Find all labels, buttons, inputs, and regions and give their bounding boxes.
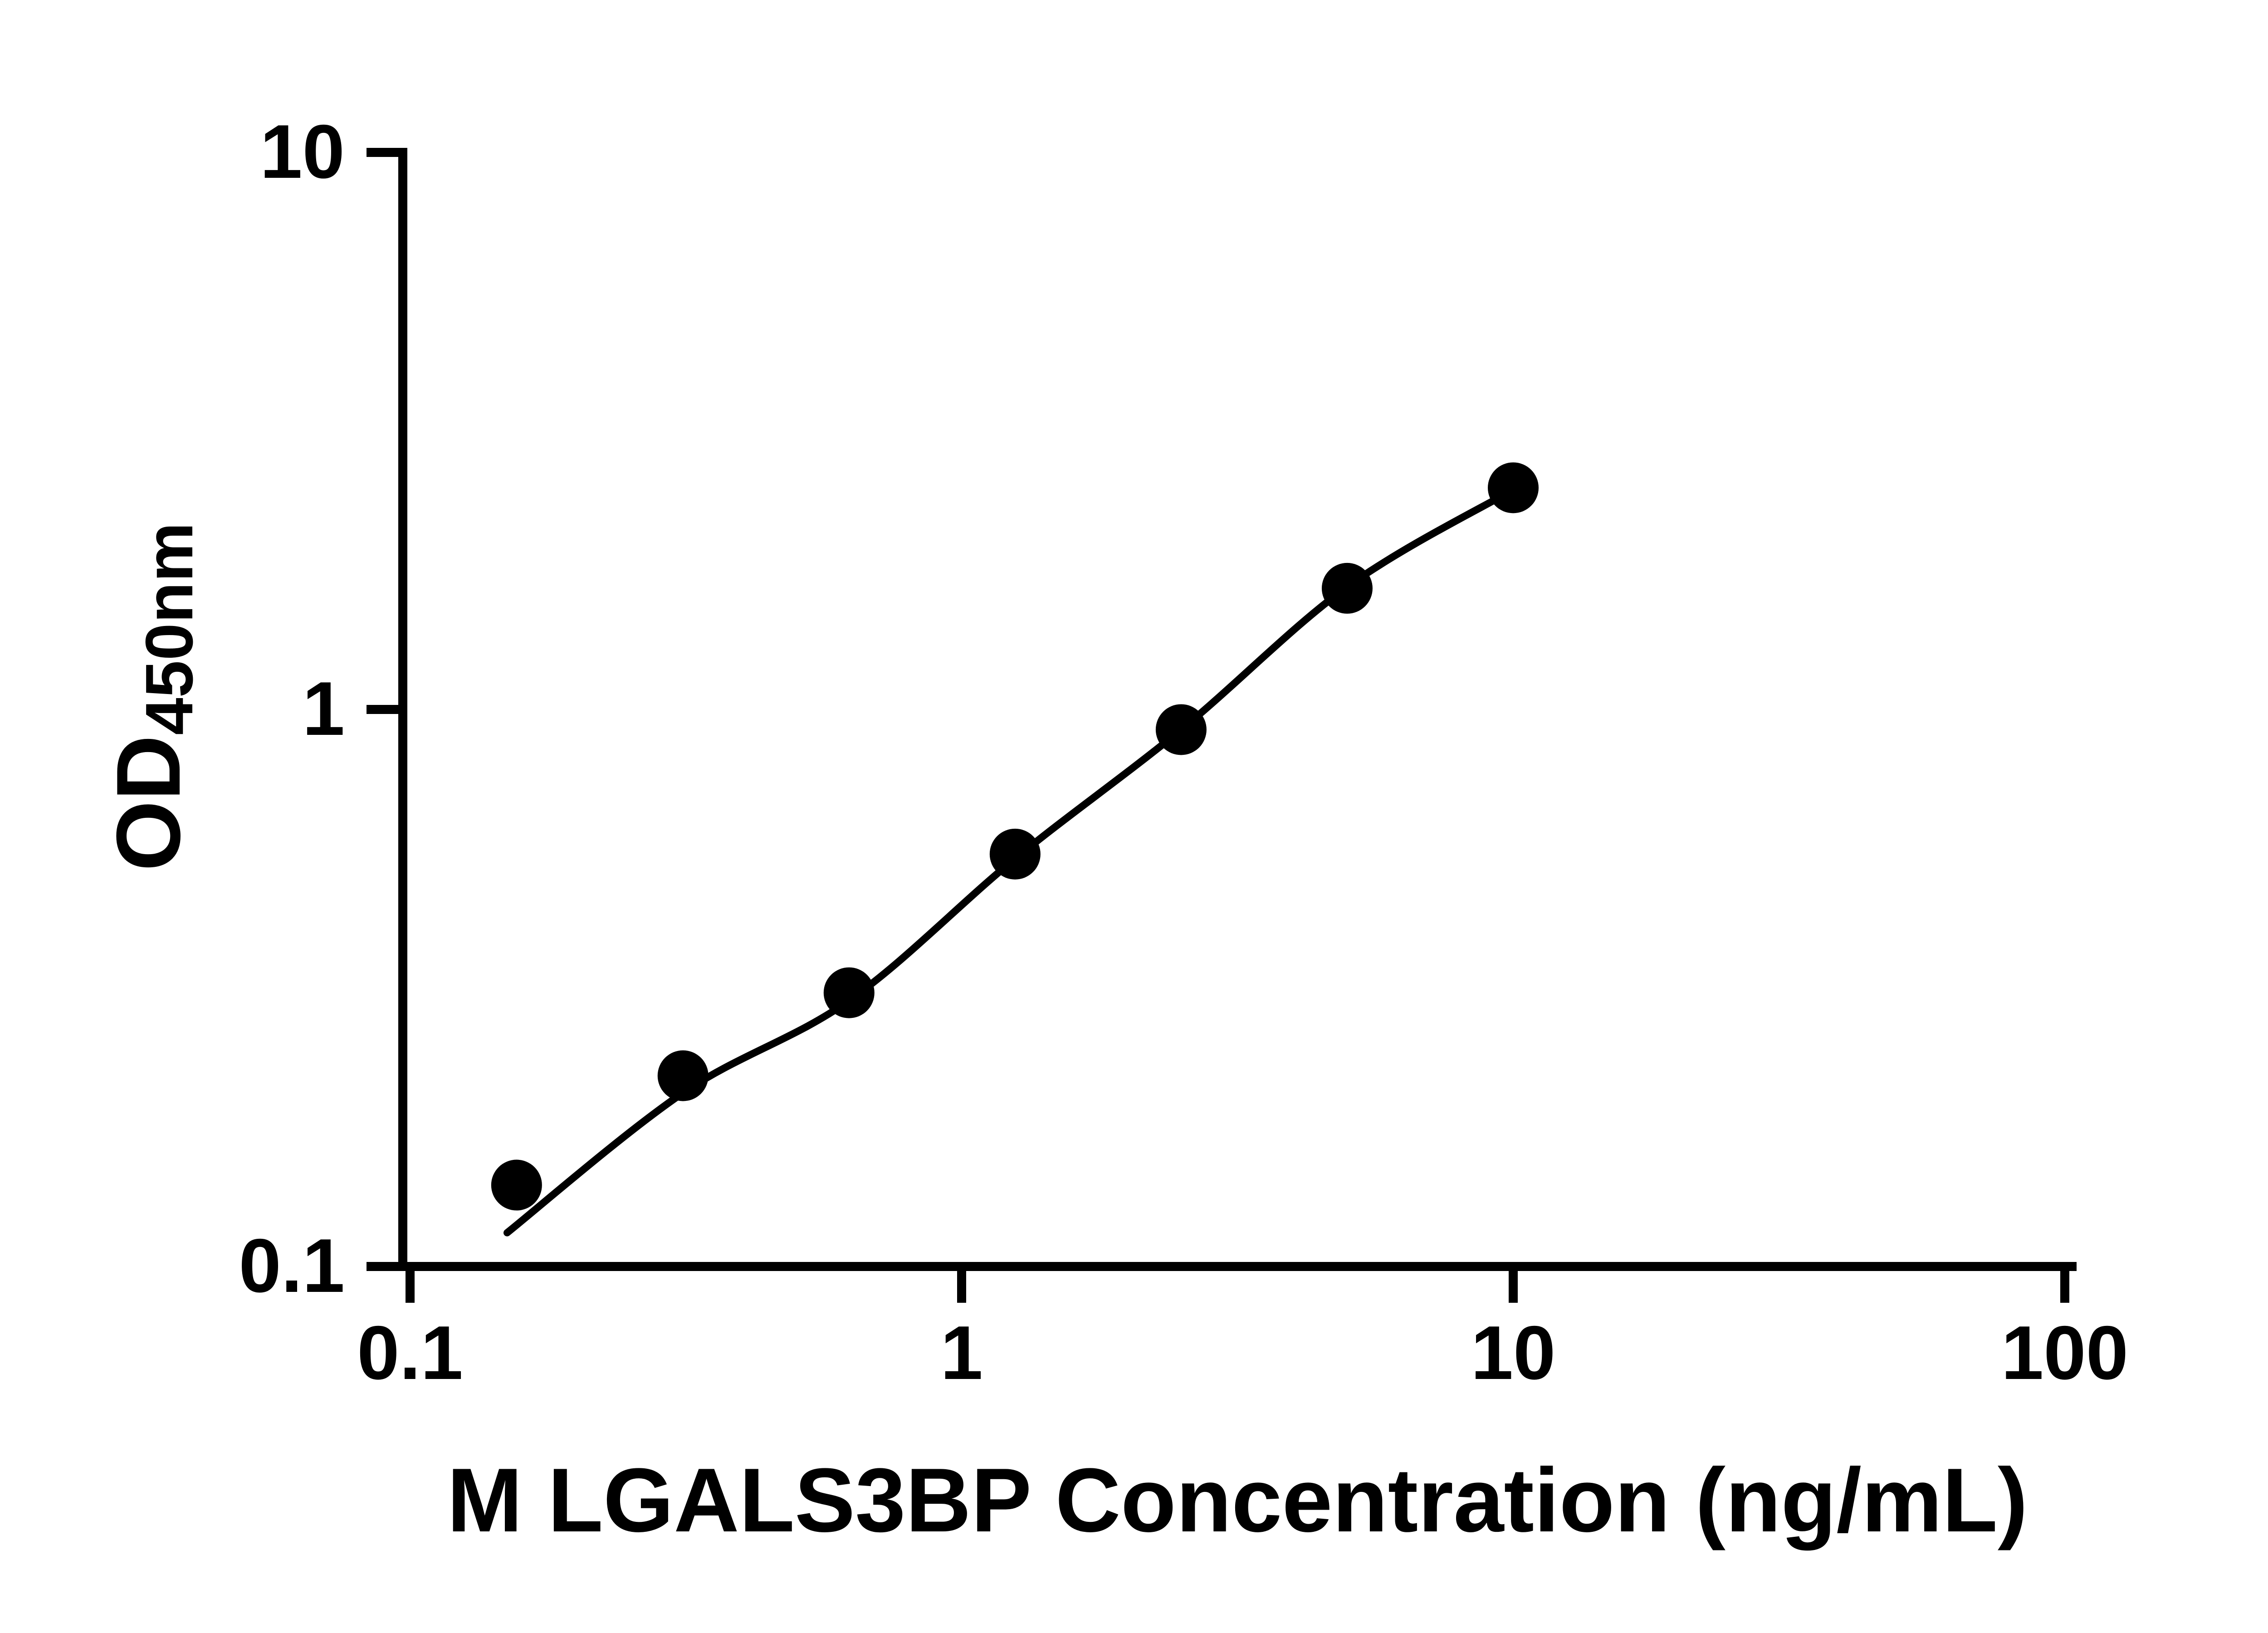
y-axis-title: OD450nm [96, 523, 207, 871]
data-point [1488, 462, 1539, 513]
data-point [823, 967, 875, 1018]
x-tick-label: 10 [1471, 1310, 1556, 1395]
axes [398, 148, 2077, 1271]
data-point [1321, 562, 1373, 614]
x-tick-label: 0.1 [357, 1310, 463, 1395]
y-tick-label: 10 [260, 109, 345, 194]
y-tick-label: 0.1 [239, 1223, 345, 1308]
x-tick-label: 1 [940, 1310, 982, 1395]
y-axis-title-main: OD [98, 735, 200, 871]
data-point [989, 828, 1041, 880]
data-point [1155, 704, 1207, 755]
y-tick-label: 1 [303, 666, 345, 751]
data-point [491, 1159, 542, 1211]
data-point [657, 1050, 709, 1101]
x-axis-title: M LGALS3BP Concentration (ng/mL) [447, 1450, 2028, 1551]
y-axis-title-subscript: 450nm [132, 522, 207, 735]
x-tick-label: 100 [2001, 1310, 2128, 1395]
